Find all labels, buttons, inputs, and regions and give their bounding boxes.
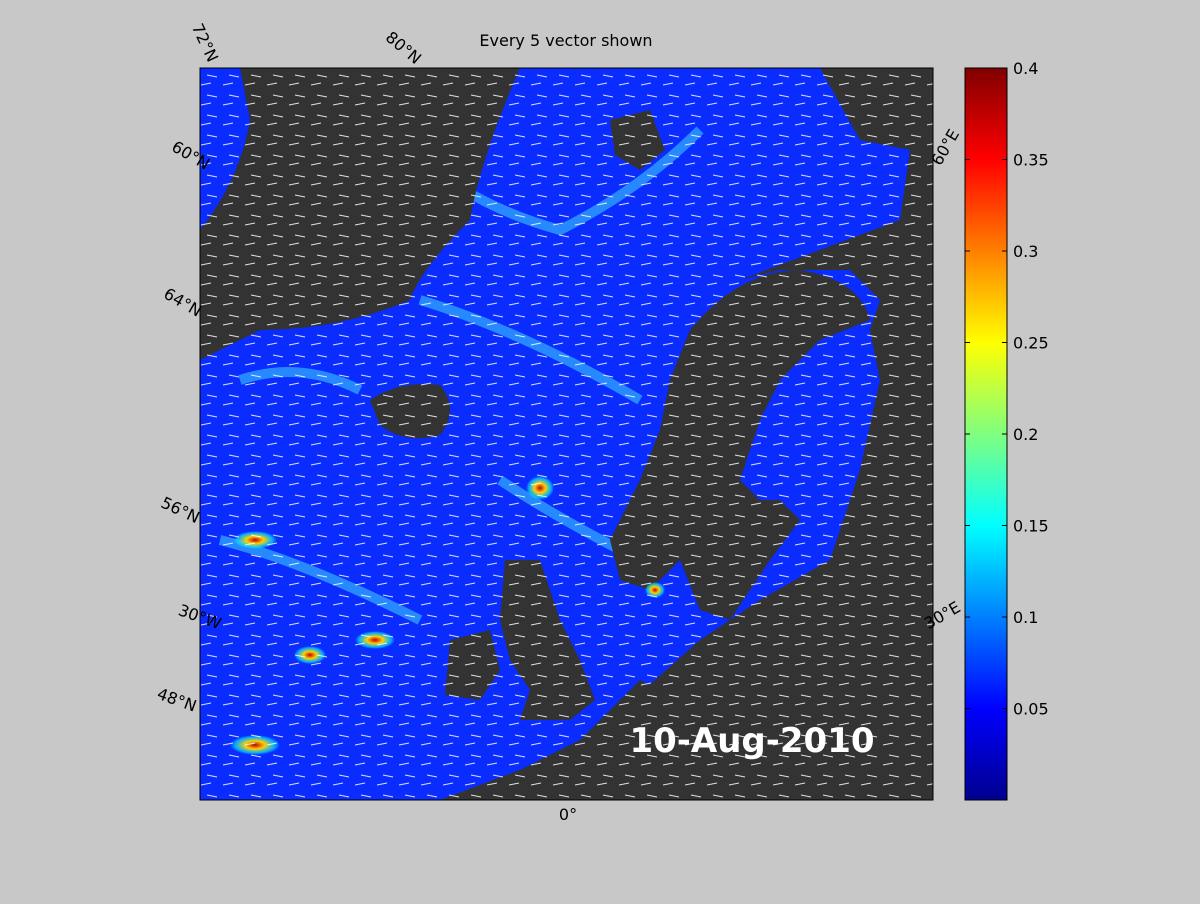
vector-field <box>200 68 933 800</box>
colorbar-ticks: 0.05 0.1 0.15 0.2 0.25 0.3 0.35 0.4 <box>965 59 1049 719</box>
colorbar-tick-label: 0.15 <box>1013 517 1049 536</box>
graticule-label: 72°N <box>188 20 222 65</box>
colorbar <box>964 67 1008 801</box>
graticule-label: 56°N <box>158 493 203 527</box>
colorbar-tick-label: 0.25 <box>1013 334 1049 353</box>
colorbar-tick-label: 0.4 <box>1013 59 1038 78</box>
map: 10-Aug-2010 <box>200 68 933 800</box>
colorbar-tick-label: 0.1 <box>1013 608 1038 627</box>
map-title: Every 5 vector shown <box>479 31 652 50</box>
colorbar-tick-label: 0.2 <box>1013 425 1038 444</box>
map-frame <box>199 67 934 801</box>
graticule-label: 64°N <box>161 284 205 321</box>
graticule-label: 48°N <box>155 684 199 716</box>
graticule-label: 0° <box>559 805 577 824</box>
colorbar-tick-label: 0.3 <box>1013 242 1038 261</box>
date-label: 10-Aug-2010 <box>629 721 874 761</box>
colorbar-tick-label: 0.35 <box>1013 151 1049 170</box>
colorbar-tick-label: 0.05 <box>1013 700 1049 719</box>
graticule-label: 80°N <box>382 28 425 68</box>
